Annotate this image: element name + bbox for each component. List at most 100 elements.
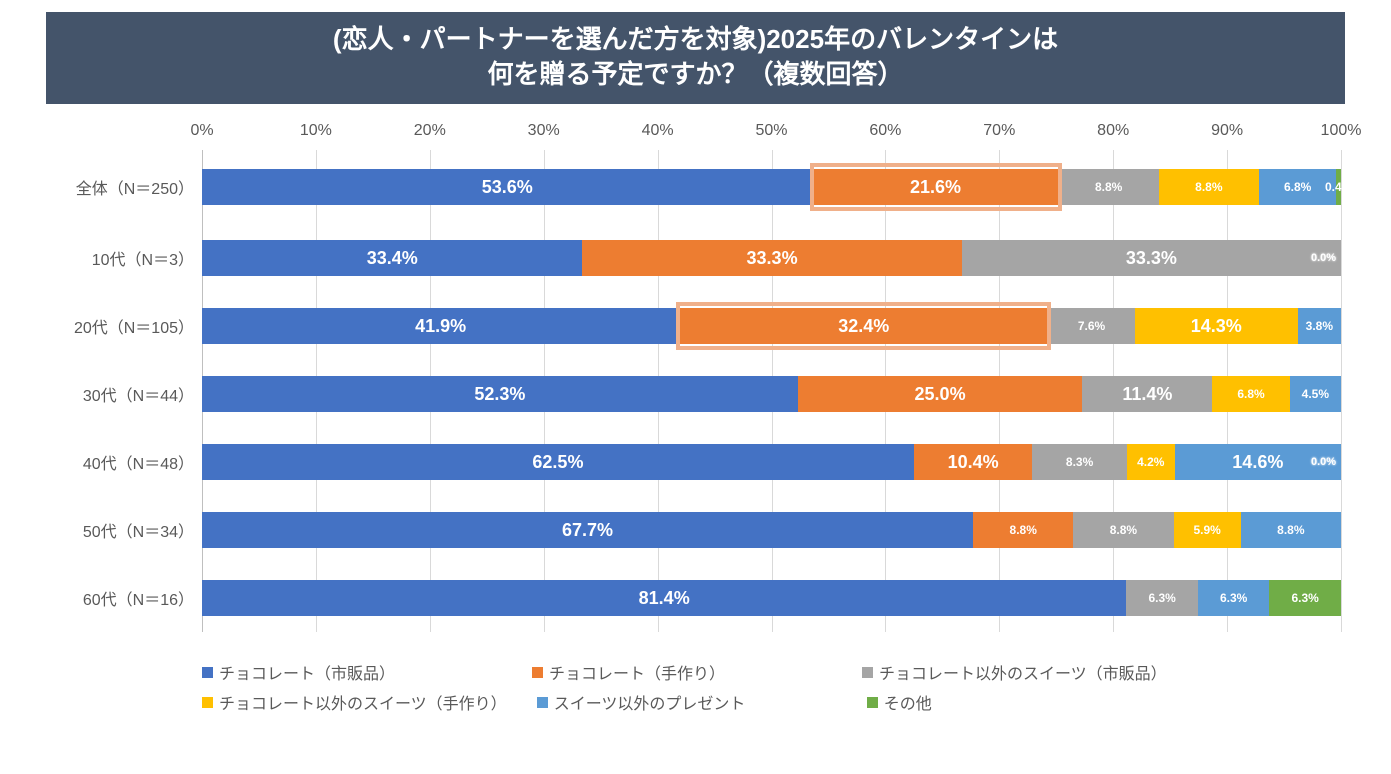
- segment-value-label: 4.5%: [1302, 387, 1329, 401]
- bar-segment: 41.9%: [202, 308, 679, 344]
- x-axis-tick: 100%: [1321, 122, 1362, 140]
- bar-segment: 4.2%: [1127, 444, 1175, 480]
- bar-segment: 6.8%: [1212, 376, 1289, 412]
- bar-track: 33.4%33.3%33.3%0.0%: [202, 240, 1341, 276]
- x-axis-tick: 80%: [1097, 122, 1129, 140]
- bar-row: 10代（N＝3）33.4%33.3%33.3%0.0%: [46, 224, 1345, 292]
- chart-area: 0%10%20%30%40%50%60%70%80%90%100% 全体（N＝2…: [46, 122, 1345, 632]
- segment-value-label: 33.4%: [367, 248, 418, 269]
- x-axis: 0%10%20%30%40%50%60%70%80%90%100%: [46, 122, 1345, 150]
- bar-segment: 8.3%: [1032, 444, 1127, 480]
- x-axis-tick: 0%: [190, 122, 213, 140]
- x-axis-ticks: 0%10%20%30%40%50%60%70%80%90%100%: [202, 122, 1341, 150]
- category-label: 30代（N＝44）: [46, 382, 202, 406]
- x-axis-tick: 70%: [983, 122, 1015, 140]
- highlight-box: [810, 163, 1062, 211]
- x-axis-tick: 10%: [300, 122, 332, 140]
- bar-segment: 6.3%: [1269, 580, 1341, 616]
- segment-value-label: 11.4%: [1122, 384, 1172, 405]
- bar-segment: 6.3%: [1126, 580, 1198, 616]
- legend-swatch: [532, 667, 543, 678]
- legend-swatch: [537, 697, 548, 708]
- bar-row: 20代（N＝105）41.9%32.4%7.6%14.3%3.8%: [46, 292, 1345, 360]
- x-axis-tick: 30%: [528, 122, 560, 140]
- category-label: 全体（N＝250）: [46, 175, 202, 199]
- bar-segment: 33.4%: [202, 240, 582, 276]
- category-label: 50代（N＝34）: [46, 518, 202, 542]
- bar-row: 30代（N＝44） 52.3% 25.0% 11.4% 6.8% 4.5%: [46, 360, 1345, 428]
- legend-label: チョコレート（市販品）: [219, 660, 395, 684]
- x-axis-tick: 20%: [414, 122, 446, 140]
- segment-value-label: 62.5%: [532, 452, 583, 473]
- bar-segment: 33.3%: [582, 240, 961, 276]
- bar-track: 62.5%10.4%8.3%4.2%14.6%0.0%: [202, 444, 1341, 480]
- x-axis-tick: 40%: [642, 122, 674, 140]
- segment-value-label: 6.8%: [1237, 387, 1264, 401]
- bar-row: 40代（N＝48）62.5%10.4%8.3%4.2%14.6%0.0%: [46, 428, 1345, 496]
- legend-swatch: [862, 667, 873, 678]
- segment-value-label: 8.8%: [1010, 523, 1037, 537]
- legend-label: その他: [884, 690, 932, 714]
- category-label: 40代（N＝48）: [46, 450, 202, 474]
- segment-value-label: 14.6%: [1232, 452, 1283, 473]
- segment-value-label: 25.0%: [915, 384, 966, 405]
- segment-value-label: 53.6%: [482, 177, 533, 198]
- bar-segment: 8.8%: [1059, 169, 1159, 205]
- x-axis-tick: 90%: [1211, 122, 1243, 140]
- segment-value-label: 8.8%: [1110, 523, 1137, 537]
- bar-segment: 8.8%: [973, 512, 1073, 548]
- bar-segment: 81.4%: [202, 580, 1126, 616]
- bar-segment: 8.8%: [1241, 512, 1341, 548]
- segment-value-label: 41.9%: [415, 316, 466, 337]
- legend-item: チョコレート（手作り）: [532, 660, 832, 684]
- bar-track: 41.9%32.4%7.6%14.3%3.8%: [202, 308, 1341, 344]
- legend-swatch: [202, 667, 213, 678]
- bar-segment: 53.6%: [202, 169, 813, 205]
- legend-label: チョコレート以外のスイーツ（市販品）: [879, 660, 1167, 684]
- bar-segment: 3.8%: [1298, 308, 1341, 344]
- bar-segment: 8.8%: [1159, 169, 1259, 205]
- bar-segment: 7.6%: [1048, 308, 1135, 344]
- bar-segment: 4.5%: [1290, 376, 1341, 412]
- segment-value-label: 81.4%: [639, 588, 690, 609]
- bar-track: 53.6%21.6%8.8%8.8%6.8%0.4%: [202, 169, 1341, 205]
- bar-segment: 6.3%: [1198, 580, 1270, 616]
- legend-item: チョコレート以外のスイーツ（手作り）: [202, 690, 507, 714]
- segment-value-label: 6.8%: [1284, 180, 1311, 194]
- segment-value-label: 8.8%: [1095, 180, 1122, 194]
- bar-row: 50代（N＝34）67.7%8.8%8.8%5.9%8.8%: [46, 496, 1345, 564]
- bar-track: 52.3% 25.0% 11.4% 6.8% 4.5%: [202, 376, 1341, 412]
- chart-title-band: (恋人・パートナーを選んだ方を対象)2025年のバレンタインは 何を贈る予定です…: [46, 12, 1345, 104]
- bar-segment: 21.6%: [813, 169, 1059, 205]
- bar-segment: 11.4%: [1082, 376, 1212, 412]
- legend-swatch: [202, 697, 213, 708]
- segment-value-label: 8.8%: [1195, 180, 1222, 194]
- segment-value-label: 67.7%: [562, 520, 613, 541]
- legend-item: チョコレート以外のスイーツ（市販品）: [862, 660, 1167, 684]
- segment-value-label: 8.8%: [1277, 523, 1304, 537]
- bar-track: 81.4% 6.3% 6.3% 6.3%: [202, 580, 1341, 616]
- bars-region: 全体（N＝250）53.6%21.6%8.8%8.8%6.8%0.4%10代（N…: [46, 150, 1345, 632]
- legend-item: チョコレート（市販品）: [202, 660, 502, 684]
- segment-value-label: 33.3%: [1126, 248, 1177, 269]
- segment-value-label: 3.8%: [1306, 319, 1333, 333]
- x-axis-tick: 60%: [869, 122, 901, 140]
- segment-value-label: 52.3%: [474, 384, 525, 405]
- segment-value-label: 33.3%: [747, 248, 798, 269]
- bar-segment: 52.3%: [202, 376, 798, 412]
- bar-row: 60代（N＝16）81.4%6.3%6.3%6.3%: [46, 564, 1345, 632]
- segment-value-label: 6.3%: [1220, 591, 1247, 605]
- segment-value-label: 32.4%: [838, 316, 889, 337]
- category-label: 20代（N＝105）: [46, 314, 202, 338]
- highlight-box: [676, 302, 1051, 350]
- bar-row: 全体（N＝250）53.6%21.6%8.8%8.8%6.8%0.4%: [46, 150, 1345, 224]
- bar-segment: 6.8%: [1259, 169, 1336, 205]
- bar-segment: 62.5%: [202, 444, 914, 480]
- bar-segment: 25.0%: [798, 376, 1083, 412]
- legend-item: その他: [867, 690, 1167, 714]
- segment-value-label: 8.3%: [1066, 455, 1093, 469]
- x-axis-tick: 50%: [755, 122, 787, 140]
- bar-track: 67.7%8.8%8.8%5.9%8.8%: [202, 512, 1341, 548]
- legend-label: チョコレート以外のスイーツ（手作り）: [219, 690, 507, 714]
- segment-value-label: 6.3%: [1148, 591, 1175, 605]
